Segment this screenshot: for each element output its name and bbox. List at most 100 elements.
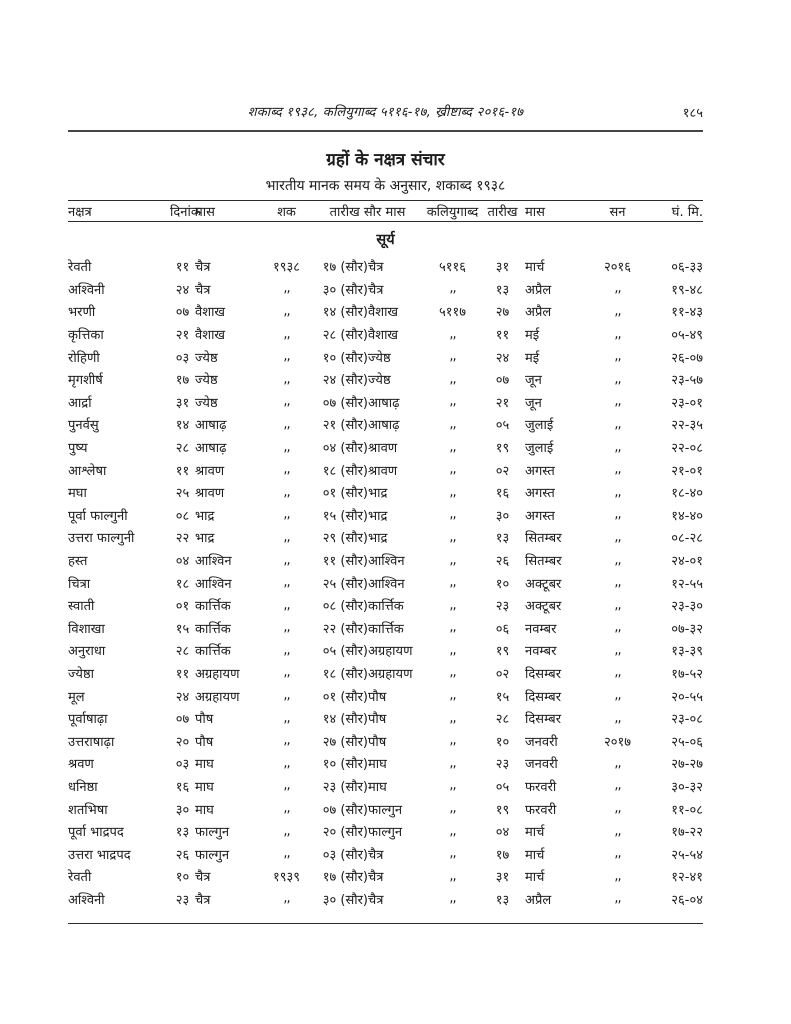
san-cell: ,,: [614, 552, 621, 568]
col-header-nakshatra: नक्षत्र: [68, 200, 170, 222]
san-cell: ,,: [614, 507, 621, 523]
mas2-cell: मई: [525, 350, 540, 366]
kaliyugabd-cell: ,,: [449, 462, 456, 478]
kaliyugabd-cell: ५११७: [438, 305, 467, 321]
dinank-cell: ०७: [175, 712, 190, 728]
table-row: चित्रा १८ आश्विन ,, २५ (सौर) आश्विन ,, १…: [68, 571, 703, 594]
mas-cell: अग्रहायण: [195, 689, 240, 705]
ghanta-minute-cell: २२-३५: [671, 418, 704, 434]
mas2-cell: दिसम्बर: [525, 666, 562, 682]
tarikh-saur-cell: २४ (सौर): [322, 373, 368, 389]
kaliyugabd-cell: ,,: [449, 801, 456, 817]
tarikh-cell: १३: [495, 892, 510, 908]
tarikh-cell: २८: [495, 712, 510, 728]
tarikh-saur-cell: ३० (सौर): [322, 282, 368, 298]
saur-mas-cell: कार्त्तिक: [368, 621, 404, 637]
shak-cell: ,,: [283, 507, 290, 523]
table-row: रोहिणी ०३ ज्येष्ठ ,, १० (सौर) ज्येष्ठ ,,…: [68, 345, 703, 368]
tarikh-cell: ०२: [495, 463, 510, 479]
tarikh-cell: ३१: [495, 260, 510, 276]
dinank-cell: ०८: [175, 508, 190, 524]
ghanta-minute-cell: २३-०१: [671, 395, 704, 411]
table-row: धनिष्ठा १६ माघ ,, २३ (सौर) माघ ,, ०५ फरव…: [68, 775, 703, 798]
shak-cell: ,,: [283, 642, 290, 658]
kaliyugabd-cell: ,,: [449, 733, 456, 749]
ghanta-minute-cell: २३-५७: [671, 373, 704, 389]
dinank-cell: ०३: [175, 350, 190, 366]
table-row: पुनर्वसु १४ आषाढ़ ,, २१ (सौर) आषाढ़ ,, ०…: [68, 413, 703, 436]
san-cell: ,,: [614, 891, 621, 907]
nakshatra-cell: रेवती: [68, 260, 92, 276]
table-row: शतभिषा ३० माघ ,, ०७ (सौर) फाल्गुन ,, १९ …: [68, 797, 703, 820]
shak-cell: ,,: [283, 552, 290, 568]
dinank-cell: ०३: [175, 757, 190, 773]
saur-mas-cell: फाल्गुन: [368, 802, 403, 818]
mas-cell: वैशाख: [195, 328, 226, 344]
tarikh-saur-cell: २१ (सौर): [322, 418, 368, 434]
tarikh-cell: १५: [495, 689, 510, 705]
nakshatra-cell: उत्तरा भाद्रपद: [68, 847, 131, 863]
ghanta-minute-cell: १२-५५: [671, 576, 704, 592]
mas-cell: आश्विन: [195, 576, 232, 592]
tarikh-cell: ०५: [495, 418, 510, 434]
table-row: उत्तरा फाल्गुनी २२ भाद्र ,, २९ (सौर) भाद…: [68, 526, 703, 549]
san-cell: ,,: [614, 371, 621, 387]
tarikh-cell: १३: [495, 282, 510, 298]
table-row: रेवती १० चैत्र १९३९ १७ (सौर) चैत्र ,, ३१…: [68, 865, 703, 888]
tarikh-cell: ३१: [495, 870, 510, 886]
dinank-cell: २२: [175, 531, 190, 547]
saur-mas-cell: ज्येष्ठ: [368, 373, 391, 389]
tarikh-saur-cell: २० (सौर): [322, 825, 368, 841]
col-header-kaliyugabd: कलियुगाब्द: [425, 200, 481, 222]
shak-cell: ,,: [283, 484, 290, 500]
san-cell: ,,: [614, 439, 621, 455]
mas-cell: आषाढ़: [195, 441, 227, 457]
page-title: ग्रहों के नक्षत्र संचार: [326, 150, 445, 170]
san-cell: ,,: [614, 710, 621, 726]
col-header-san: सन: [590, 200, 646, 222]
nakshatra-cell: कृत्तिका: [68, 328, 104, 344]
nakshatra-cell: आर्द्रा: [68, 395, 92, 411]
tarikh-saur-cell: २८ (सौर): [322, 328, 368, 344]
san-cell: ,,: [614, 778, 621, 794]
tarikh-cell: ३०: [495, 508, 510, 524]
mas2-cell: जुलाई: [525, 418, 554, 434]
ghanta-minute-cell: ०५-४९: [671, 328, 704, 344]
col-header-ghan-mi: घं. मि.: [645, 200, 704, 222]
san-cell: ,,: [614, 801, 621, 817]
table-row: पुष्य २८ आषाढ़ ,, ०४ (सौर) श्रावण ,, १९ …: [68, 436, 703, 459]
mas-cell: आश्विन: [195, 554, 232, 570]
nakshatra-cell: पुष्य: [68, 441, 88, 457]
shak-cell: ,,: [283, 281, 290, 297]
shak-cell: ,,: [283, 846, 290, 862]
tarikh-saur-cell: ०८ (सौर): [322, 599, 368, 615]
nakshatra-cell: रेवती: [68, 870, 92, 886]
san-cell: ,,: [614, 755, 621, 771]
nakshatra-cell: हस्त: [68, 554, 88, 570]
mas2-cell: जून: [525, 395, 542, 411]
col-header-mas2: मास: [525, 200, 591, 222]
nakshatra-cell: श्रवण: [68, 757, 94, 773]
nakshatra-cell: मघा: [68, 486, 87, 502]
mas2-cell: जून: [525, 373, 542, 389]
tarikh-cell: ०५: [495, 779, 510, 795]
shak-cell: ,,: [283, 416, 290, 432]
san-cell: ,,: [614, 620, 621, 636]
shak-cell: ,,: [283, 439, 290, 455]
tarikh-cell: १३: [495, 531, 510, 547]
ghanta-minute-cell: ११-०८: [671, 802, 704, 818]
saur-mas-cell: चैत्र: [368, 892, 384, 908]
ghanta-minute-cell: २५-०६: [671, 734, 704, 750]
ghanta-minute-cell: २६-०४: [671, 892, 704, 908]
table-row: उत्तरा भाद्रपद २६ फाल्गुन ,, ०३ (सौर) चै…: [68, 842, 703, 865]
san-cell: ,,: [614, 823, 621, 839]
san-cell: ,,: [614, 642, 621, 658]
table-row: आश्लेषा ११ श्रावण ,, १८ (सौर) श्रावण ,, …: [68, 458, 703, 481]
kaliyugabd-cell: ,,: [449, 394, 456, 410]
table-row: रेवती ११ चैत्र १९३८ १७ (सौर) चैत्र ५११६ …: [68, 255, 703, 278]
col-header-mas: मास: [195, 200, 263, 222]
tarikh-saur-cell: १० (सौर): [322, 757, 368, 773]
san-cell: ,,: [614, 868, 621, 884]
tarikh-cell: १०: [495, 576, 510, 592]
tarikh-saur-cell: ११ (सौर): [322, 554, 368, 570]
